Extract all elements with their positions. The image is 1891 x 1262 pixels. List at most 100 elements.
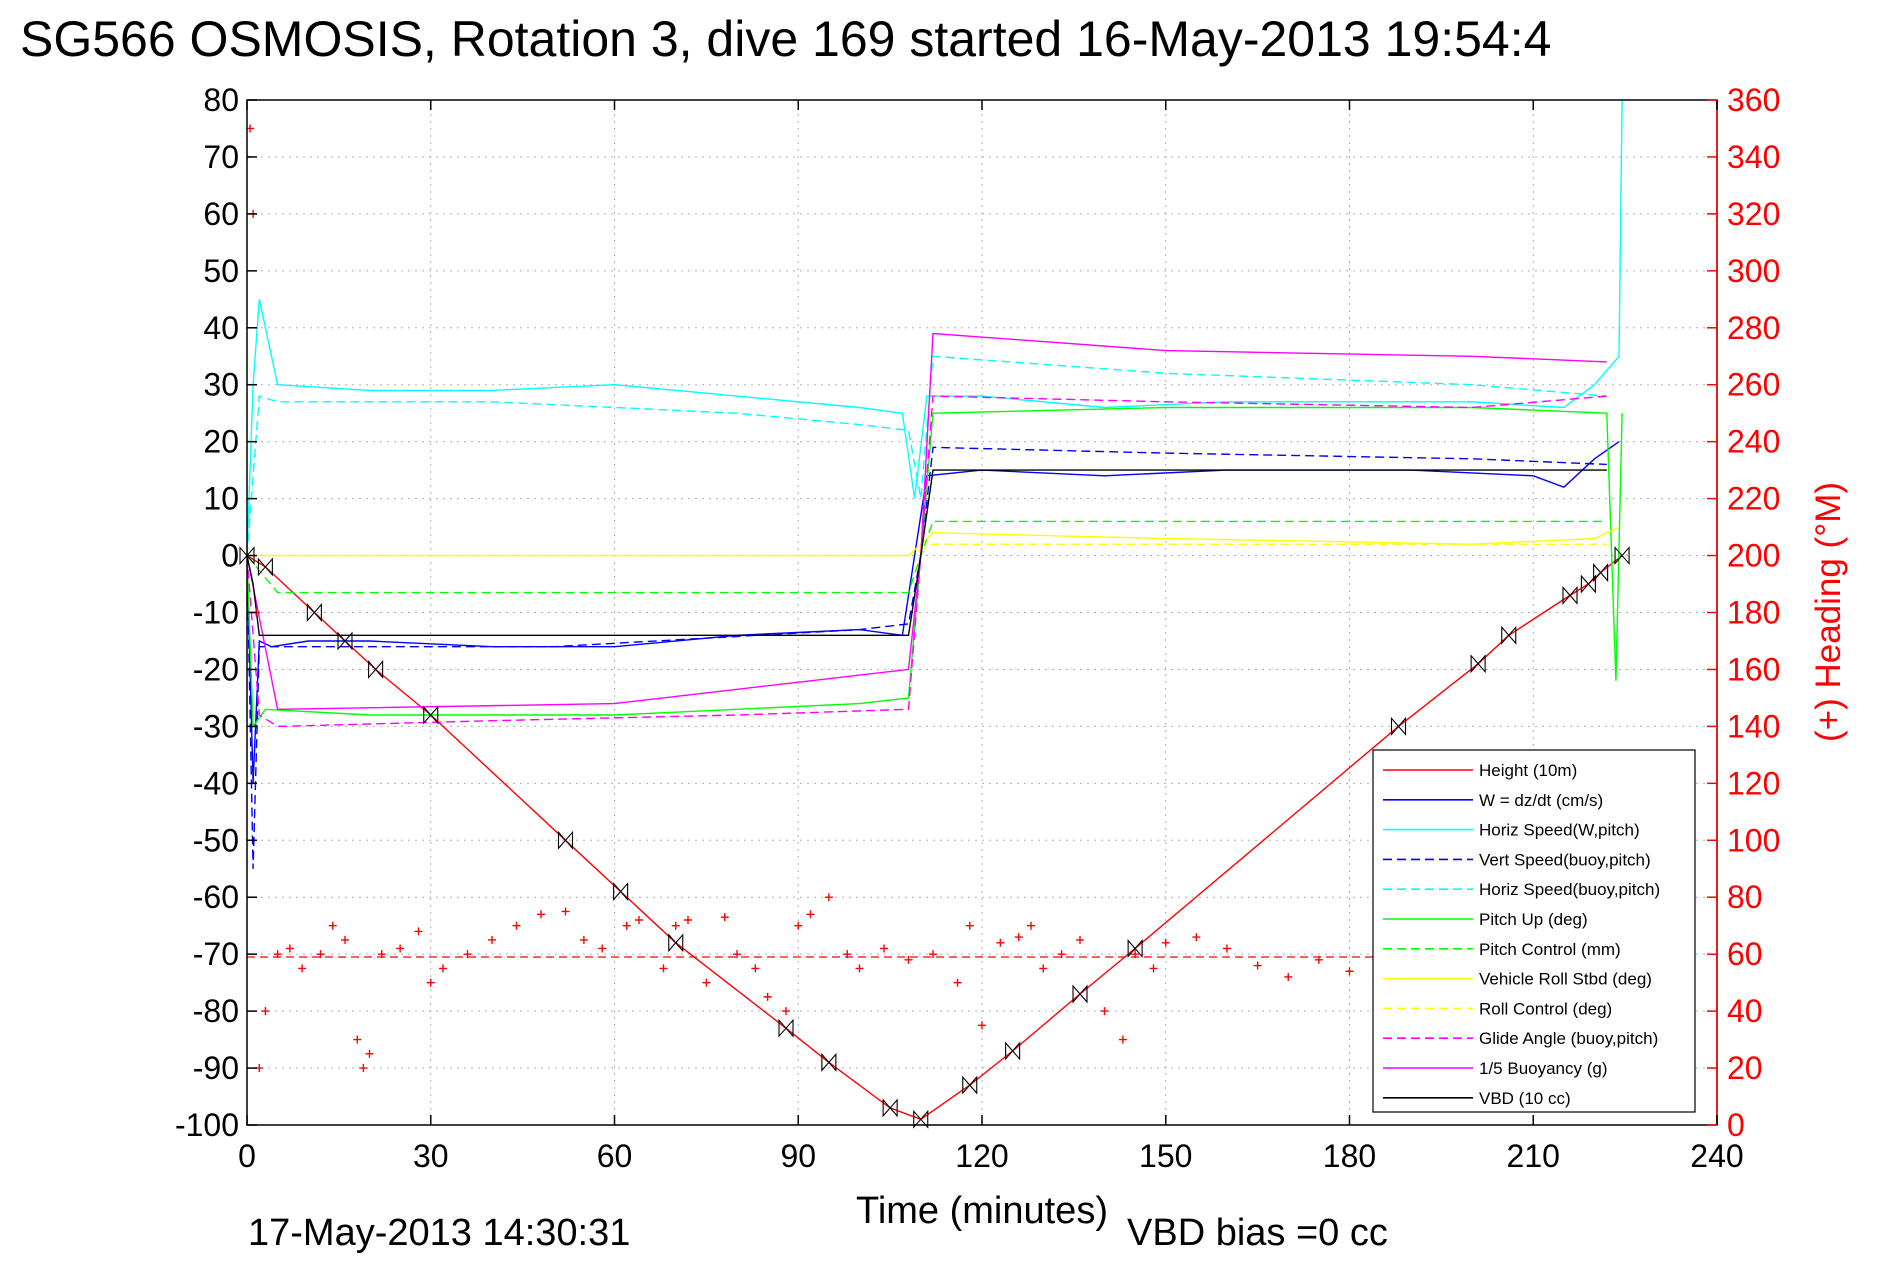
legend-entry-label: Vehicle Roll Stbd (deg)	[1479, 970, 1652, 989]
heading-point	[684, 916, 692, 924]
heading-point	[439, 964, 447, 973]
depth-marker	[668, 933, 684, 953]
legend-box	[1372, 749, 1696, 1113]
series-pitch-up-deg	[247, 406, 1623, 729]
y-tick-label: -70	[193, 936, 239, 972]
y2-tick-label: 340	[1727, 139, 1780, 175]
heading-point	[414, 927, 423, 936]
depth-marker	[239, 546, 255, 566]
x-axis-ticks: 0 30 60 90 120 150 180 210 240	[238, 100, 1744, 1174]
y-tick-label: 50	[203, 253, 239, 289]
series-roll-control-deg	[247, 543, 1607, 557]
y2-tick-label: 360	[1727, 82, 1780, 118]
heading-point	[1027, 921, 1035, 930]
legend-entry-label: Glide Angle (buoy,pitch)	[1479, 1029, 1658, 1048]
heading-point	[953, 978, 962, 987]
depth-marker	[557, 830, 574, 850]
y2-tick-label: 160	[1727, 651, 1780, 687]
heading-point	[751, 964, 760, 973]
heading-point	[659, 964, 668, 973]
series-horiz-speed-buoy-pitch	[247, 355, 1607, 556]
depth-marker	[337, 631, 353, 651]
heading-point	[855, 964, 864, 973]
heading-point	[316, 950, 325, 959]
heading-point	[794, 921, 803, 930]
legend-entry-label: Height (10m)	[1479, 761, 1577, 780]
y-tick-label: -100	[175, 1107, 239, 1143]
depth-marker	[1072, 984, 1088, 1004]
y-axis-left-ticks: 80 70 60 50 40 30 20 10 0 -10 -20 -30 -40 -50 -60 -70 -8…	[175, 82, 257, 1143]
y-tick-label: 40	[203, 310, 239, 346]
y2-tick-label: 260	[1727, 367, 1780, 403]
y-tick-label: -50	[193, 822, 239, 858]
depth-marker	[821, 1052, 837, 1072]
heading-point	[463, 950, 472, 959]
y-tick-label: -40	[193, 765, 239, 801]
depth-marker	[368, 659, 384, 679]
depth-markers	[239, 546, 1630, 1129]
heading-point	[341, 935, 349, 944]
legend-entry-label: Horiz Speed(W,pitch)	[1479, 821, 1640, 840]
y-tick-label: -20	[193, 651, 239, 687]
heading-point	[843, 950, 852, 959]
legend-entry-label: Roll Control (deg)	[1479, 999, 1612, 1018]
legend-entry-label: Pitch Control (mm)	[1479, 940, 1621, 959]
depth-marker	[1593, 563, 1609, 583]
chart-title: SG566 OSMOSIS, Rotation 3, dive 169 star…	[20, 11, 1551, 67]
y2-tick-label: 20	[1727, 1050, 1763, 1086]
heading-point	[1314, 955, 1323, 964]
heading-point	[1100, 1007, 1109, 1016]
heading-point	[635, 916, 643, 924]
y2-tick-label: 300	[1727, 253, 1780, 289]
depth-marker	[1614, 546, 1630, 566]
heading-point	[1284, 972, 1293, 981]
heading-point	[806, 910, 815, 919]
depth-marker	[1390, 716, 1407, 736]
heading-point	[537, 910, 545, 919]
x-tick-label: 240	[1690, 1138, 1743, 1174]
y-tick-label: 10	[203, 481, 239, 517]
heading-point	[1345, 967, 1354, 976]
heading-point	[1192, 933, 1201, 942]
heading-point	[365, 1049, 374, 1058]
heading-point	[880, 944, 888, 953]
y-axis-right-ticks: 3603403203002802602402202001801601401201…	[1707, 82, 1780, 1143]
y-tick-label: -10	[193, 595, 239, 631]
x-tick-label: 210	[1507, 1138, 1560, 1174]
x-tick-label: 60	[597, 1138, 633, 1174]
depth-marker	[1562, 585, 1578, 605]
legend-entry-label: Pitch Up (deg)	[1479, 910, 1588, 929]
depth-marker	[613, 882, 629, 901]
series-vert-speed-buoy-pitch	[247, 446, 1607, 869]
heading-point	[285, 944, 294, 953]
x-tick-label: 120	[955, 1138, 1008, 1174]
depth-marker	[1005, 1041, 1021, 1061]
depth-marker	[1470, 654, 1486, 674]
heading-point	[733, 950, 741, 959]
legend-entry-label: 1/5 Buoyancy (g)	[1479, 1059, 1608, 1078]
heading-point	[996, 938, 1005, 947]
y-tick-label: 70	[203, 139, 239, 175]
depth-marker	[1501, 625, 1517, 645]
heading-point	[396, 944, 405, 953]
heading-point	[579, 935, 588, 944]
series-lines	[247, 100, 1623, 1121]
depth-marker	[778, 1018, 794, 1038]
depth-marker	[962, 1075, 978, 1095]
heading-point	[359, 1064, 368, 1073]
y2-tick-label: 80	[1727, 879, 1763, 915]
legend-entry-label: Horiz Speed(buoy,pitch)	[1479, 880, 1660, 899]
heading-point	[261, 1007, 270, 1016]
heading-point	[1253, 961, 1262, 970]
x-tick-label: 180	[1323, 1138, 1376, 1174]
heading-point	[1118, 1035, 1127, 1044]
heading-point	[1149, 964, 1158, 973]
y2-tick-label: 100	[1727, 822, 1780, 858]
y-tick-label: -80	[193, 993, 239, 1029]
x-tick-label: 0	[238, 1138, 256, 1174]
y2-tick-label: 140	[1727, 708, 1780, 744]
y2-tick-label: 0	[1727, 1107, 1745, 1143]
heading-point	[720, 913, 729, 922]
heading-point	[1039, 964, 1048, 973]
